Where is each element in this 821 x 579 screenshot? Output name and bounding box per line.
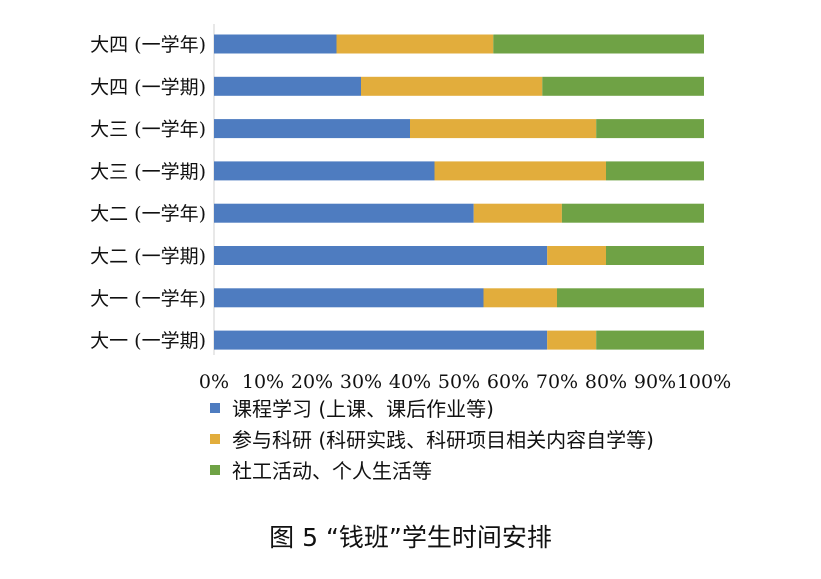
category-label-1: 大四 (一学期) bbox=[90, 76, 206, 98]
category-label-0: 大四 (一学年) bbox=[90, 34, 206, 56]
bar-segment-5-2 bbox=[606, 246, 704, 265]
figure-caption: 图 5 “钱班”学生时间安排 bbox=[269, 523, 552, 552]
bar-segment-4-1 bbox=[473, 203, 562, 223]
legend-item-coursework: 课程学习 (上课、课后作业等) bbox=[210, 392, 654, 423]
legend-swatch-activities bbox=[210, 464, 220, 475]
legend: 课程学习 (上课、课后作业等) 参与科研 (科研实践、科研项目相关内容自学等) … bbox=[210, 392, 654, 485]
bar-segment-1-2 bbox=[542, 76, 704, 96]
bar-segment-3-1 bbox=[434, 161, 606, 181]
x-tick-label-9: 90% bbox=[634, 371, 676, 393]
legend-item-activities: 社工活动、个人生活等 bbox=[210, 454, 654, 485]
x-tick-label-5: 50% bbox=[438, 371, 480, 393]
bar-segment-7-2 bbox=[596, 330, 704, 350]
category-label-2: 大三 (一学年) bbox=[90, 119, 206, 141]
bar-segment-5-0 bbox=[214, 246, 548, 265]
bar-segment-6-0 bbox=[214, 288, 484, 308]
legend-item-research: 参与科研 (科研实践、科研项目相关内容自学等) bbox=[210, 423, 654, 454]
bars-group bbox=[214, 34, 704, 350]
bar-segment-7-0 bbox=[214, 330, 548, 350]
x-tick-label-6: 60% bbox=[487, 371, 529, 393]
legend-label-activities: 社工活动、个人生活等 bbox=[232, 459, 432, 483]
x-tick-label-4: 40% bbox=[389, 371, 431, 393]
bar-segment-0-0 bbox=[214, 34, 337, 54]
bar-segment-6-1 bbox=[483, 288, 557, 308]
bar-segment-2-0 bbox=[214, 119, 410, 139]
legend-swatch-coursework bbox=[210, 402, 220, 413]
x-tick-label-8: 80% bbox=[585, 371, 627, 393]
x-tick-labels: 0% 10% 20% 30% 40% 50% 60% 70% 80% 90% 100% bbox=[199, 371, 731, 393]
category-label-3: 大三 (一学期) bbox=[90, 161, 206, 183]
bar-segment-7-1 bbox=[547, 330, 597, 350]
legend-swatch-research bbox=[210, 433, 220, 444]
bar-segment-2-1 bbox=[410, 119, 597, 139]
x-tick-label-2: 20% bbox=[291, 371, 333, 393]
category-label-7: 大一 (一学期) bbox=[90, 330, 206, 352]
bar-segment-2-2 bbox=[596, 119, 704, 139]
category-label-5: 大二 (一学期) bbox=[90, 246, 206, 268]
bar-segment-0-1 bbox=[336, 34, 494, 54]
category-labels: 大四 (一学年) 大四 (一学期) 大三 (一学年) 大三 (一学期) 大二 (一学年)… bbox=[90, 34, 206, 352]
x-tick-label-10: 100% bbox=[677, 371, 731, 393]
legend-label-coursework: 课程学习 (上课、课后作业等) bbox=[232, 397, 494, 421]
category-label-4: 大二 (一学年) bbox=[90, 203, 206, 225]
category-label-6: 大一 (一学年) bbox=[90, 288, 206, 310]
bar-segment-1-1 bbox=[361, 76, 543, 96]
bar-segment-4-2 bbox=[561, 203, 704, 223]
x-tick-label-0: 0% bbox=[199, 371, 229, 393]
bar-segment-0-2 bbox=[493, 34, 704, 54]
x-tick-label-1: 10% bbox=[242, 371, 284, 393]
bar-segment-3-2 bbox=[606, 161, 704, 181]
bar-segment-5-1 bbox=[547, 246, 606, 265]
bar-segment-6-2 bbox=[557, 288, 704, 308]
x-tick-label-7: 70% bbox=[536, 371, 578, 393]
bar-segment-3-0 bbox=[214, 161, 435, 181]
bar-segment-4-0 bbox=[214, 203, 474, 223]
legend-label-research: 参与科研 (科研实践、科研项目相关内容自学等) bbox=[232, 428, 654, 452]
stacked-bar-chart: 大四 (一学年) 大四 (一学期) 大三 (一学年) 大三 (一学期) 大二 (一学年)… bbox=[90, 24, 731, 393]
x-tick-label-3: 30% bbox=[340, 371, 382, 393]
bar-segment-1-0 bbox=[214, 76, 361, 96]
